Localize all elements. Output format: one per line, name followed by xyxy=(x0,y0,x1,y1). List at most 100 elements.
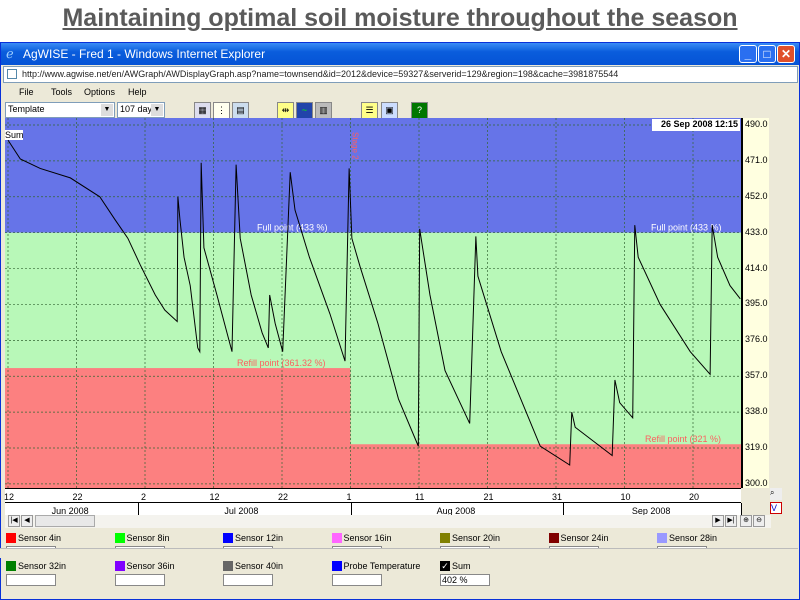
full-point-label: Full point (433 %) xyxy=(257,223,328,233)
list-icon[interactable]: ☰ xyxy=(361,102,378,119)
menu-help[interactable]: Help xyxy=(128,87,147,97)
legend-value-field[interactable] xyxy=(331,574,382,586)
menu-options[interactable]: Options xyxy=(84,87,116,97)
chevron-down-icon: ▼ xyxy=(151,104,163,116)
legend-value-field[interactable]: 402 % xyxy=(440,574,490,586)
template-select[interactable]: Template ▼ xyxy=(5,102,115,118)
legend-label: Sensor 4in xyxy=(18,533,62,543)
y-tick-label: 433.0 xyxy=(745,226,768,237)
color-swatch xyxy=(548,533,559,543)
minimize-button[interactable]: _ xyxy=(739,45,757,63)
color-swatch xyxy=(6,533,16,543)
legend-value-field[interactable] xyxy=(223,574,273,586)
color-swatch xyxy=(223,533,233,543)
page-icon xyxy=(7,69,17,79)
legend-label: Sensor 12in xyxy=(235,533,284,543)
color-swatch xyxy=(657,533,667,543)
calendar-icon[interactable]: ▦ xyxy=(194,102,211,119)
month-separator xyxy=(138,503,140,516)
status-bar xyxy=(0,548,798,558)
month-separator xyxy=(740,503,742,516)
x-tick-label: 21 xyxy=(483,492,494,502)
y-tick-label: 490.0 xyxy=(745,119,768,129)
split-icon[interactable]: ⇹ xyxy=(277,102,294,119)
color-swatch xyxy=(114,533,125,543)
x-tick-label: 12 xyxy=(4,492,15,502)
chart-timestamp: 26 Sep 2008 12:15 xyxy=(652,119,740,131)
maximize-button[interactable]: □ xyxy=(758,45,776,63)
moisture-chart: Full point (433 %) Full point (433 %) Refi… xyxy=(5,118,741,488)
color-swatch xyxy=(223,561,233,571)
color-swatch xyxy=(331,533,342,543)
scroll-last-button[interactable]: ▶| xyxy=(725,515,737,527)
window-title: AgWISE - Fred 1 - Windows Internet Explo… xyxy=(23,47,266,61)
y-axis: 490.0 471.0 452.0 433.0 414.0 395.0 376.0 357.0… xyxy=(741,118,769,488)
table-view-icon[interactable]: ▥ xyxy=(315,102,332,119)
scroll-prev-button[interactable]: ◀ xyxy=(21,515,33,527)
menu-file[interactable]: File xyxy=(19,87,34,97)
y-tick-label: 452.0 xyxy=(745,190,768,201)
x-tick-label: 31 xyxy=(552,492,563,502)
zoom-in-icon[interactable]: ⊕ xyxy=(740,515,752,527)
template-value: Template xyxy=(8,104,45,114)
scroll-thumb[interactable] xyxy=(35,515,95,527)
legend-label: Sum xyxy=(452,561,471,571)
color-swatch xyxy=(331,561,342,571)
stage-label: Stage 2 xyxy=(351,132,360,160)
legend-label: Sensor 16in xyxy=(343,533,392,543)
series-label-bg xyxy=(5,130,23,140)
legend-label: Probe Temperature xyxy=(343,561,421,571)
month-label: Aug 2008 xyxy=(436,506,476,516)
filter-icon[interactable]: V xyxy=(770,502,782,514)
refill-zone-stage1 xyxy=(5,368,351,488)
full-point-label: Full point (433 %) xyxy=(651,223,722,233)
scroll-next-button[interactable]: ▶ xyxy=(712,515,724,527)
range-value: 107 day xyxy=(120,104,153,114)
x-tick-label: 20 xyxy=(689,492,700,502)
help-icon[interactable]: ? xyxy=(411,102,428,119)
save-icon[interactable]: ▤ xyxy=(232,102,249,119)
slide-title: Maintaining optimal soil moisture throug… xyxy=(62,4,738,32)
legend-label: Sensor 32in xyxy=(18,561,67,571)
checkbox-checked-icon[interactable]: ✓ xyxy=(440,561,450,571)
legend-label: Sensor 8in xyxy=(126,533,170,543)
window-title-bar: ℯ AgWISE - Fred 1 - Windows Internet Exp… xyxy=(1,43,799,65)
x-tick-label: 22 xyxy=(72,492,83,502)
month-label: Jul 2008 xyxy=(224,506,259,516)
y-tick-label: 471.0 xyxy=(745,154,768,165)
range-select[interactable]: 107 day ▼ xyxy=(117,102,165,118)
y-tick-label: 338.0 xyxy=(745,406,768,417)
legend-value-field[interactable] xyxy=(114,574,165,586)
color-swatch xyxy=(440,533,450,543)
legend-label: Sensor 24in xyxy=(560,533,609,543)
legend-value-field[interactable] xyxy=(6,574,56,586)
color-swatch xyxy=(114,561,125,571)
address-bar[interactable]: http://www.agwise.net/en/AWGraph/AWDispl… xyxy=(3,66,798,83)
y-tick-label: 376.0 xyxy=(745,334,768,345)
legend-label: Sensor 36in xyxy=(126,561,175,571)
menu-tools[interactable]: Tools xyxy=(51,87,73,97)
graph-view-icon[interactable]: ~ xyxy=(296,102,313,119)
chevron-down-icon: ▼ xyxy=(101,104,113,116)
month-separator xyxy=(562,503,564,516)
zoom-out-icon[interactable]: ⊖ xyxy=(753,515,765,527)
full-zone xyxy=(5,118,741,233)
print-icon[interactable]: ▣ xyxy=(381,102,398,119)
time-scrollbar[interactable]: |◀ ◀ ▶ ▶| ⊕ ⊖ xyxy=(5,515,771,528)
y-tick-label: 300.0 xyxy=(745,477,768,488)
scroll-first-button[interactable]: |◀ xyxy=(8,515,20,527)
x-axis: 12 22 2 12 22 1 11 21 31 10 20 Jun 2008 Jul 2008 Aug … xyxy=(4,488,742,516)
close-button[interactable]: ✕ xyxy=(777,45,795,63)
ie-icon: ℯ xyxy=(6,46,14,61)
zoom-reset-icon[interactable]: ⌕ xyxy=(770,488,782,500)
x-tick-label: 2 xyxy=(141,492,147,502)
series-label: Sum xyxy=(5,130,24,140)
x-tick-label: 10 xyxy=(620,492,631,502)
color-swatch xyxy=(6,561,16,571)
settings-list-icon[interactable]: ⋮ xyxy=(213,102,230,119)
x-tick-label: 22 xyxy=(278,492,289,502)
address-url: http://www.agwise.net/en/AWGraph/AWDispl… xyxy=(22,69,619,79)
month-label: Jun 2008 xyxy=(51,506,89,516)
graph-toolbar: Template ▼ 107 day ▼ ▦ ⋮ ▤ ⇹ ~ ▥ ☰ ▣ ? xyxy=(1,101,799,121)
month-separator xyxy=(350,503,352,516)
